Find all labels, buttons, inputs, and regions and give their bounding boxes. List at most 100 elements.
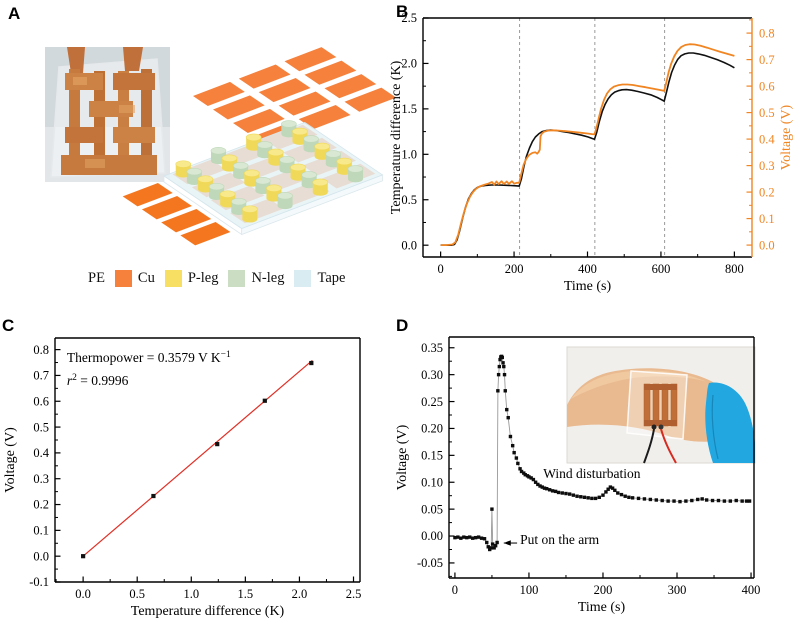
n-leg-cylinder <box>277 192 293 210</box>
panel-label-a: A <box>8 4 21 23</box>
n-leg-cylinder <box>347 165 364 183</box>
svg-text:0.8: 0.8 <box>33 343 49 357</box>
schematic-legend: PE Cu P-leg N-leg Tape <box>88 270 345 287</box>
chart-b-thermal-response: 0 200 400 600 800 0.0 0.5 1.0 1.5 2.0 2.5 0.0 0.1 0.2… <box>389 11 794 294</box>
p-leg-cylinder <box>314 142 330 160</box>
legend-label-tape: Tape <box>317 270 346 286</box>
y-axis-title: Temperature difference (K) <box>389 60 404 214</box>
svg-text:0.00: 0.00 <box>421 529 443 543</box>
electrode-pad <box>298 105 351 130</box>
p-leg-cylinder <box>197 175 214 193</box>
svg-text:0.5: 0.5 <box>129 587 145 601</box>
svg-text:0.5: 0.5 <box>33 420 49 434</box>
svg-text:200: 200 <box>594 583 613 597</box>
x-axis-title: Time (s) <box>578 600 626 615</box>
svg-text:0.35: 0.35 <box>421 341 443 355</box>
svg-text:0.6: 0.6 <box>759 79 775 93</box>
legend-label-cu: Cu <box>137 270 155 286</box>
y-axis-title: Voltage (V) <box>3 427 18 493</box>
svg-text:0.0: 0.0 <box>401 238 417 252</box>
copper-pads <box>61 73 157 175</box>
svg-text:-0.05: -0.05 <box>417 556 443 570</box>
svg-text:1.5: 1.5 <box>401 102 417 116</box>
series-linear-fit <box>82 359 313 557</box>
y-axis-title: Voltage (V) <box>395 424 410 490</box>
annotation-arrow <box>503 540 511 546</box>
svg-text:400: 400 <box>578 262 597 276</box>
svg-text:0.1: 0.1 <box>759 212 775 226</box>
svg-text:2.0: 2.0 <box>292 587 308 601</box>
svg-text:0.2: 0.2 <box>759 185 775 199</box>
svg-text:0.7: 0.7 <box>759 53 775 67</box>
svg-text:0.15: 0.15 <box>421 449 443 463</box>
n-leg-cylinder <box>256 141 273 159</box>
svg-text:-0.1: -0.1 <box>29 575 49 589</box>
chart-d-on-arm-test: 0 100 200 300 400 -0.05 0.00 0.05 0.10 0.15 0.20 0.… <box>395 336 761 615</box>
legend-label-p-leg: P-leg <box>187 270 219 286</box>
svg-text:0.3: 0.3 <box>33 472 49 486</box>
electrode-pad <box>284 47 337 72</box>
svg-text:0.4: 0.4 <box>759 132 775 146</box>
p-leg-cylinder <box>312 178 329 196</box>
svg-text:300: 300 <box>668 583 687 597</box>
svg-text:200: 200 <box>505 262 524 276</box>
svg-text:100: 100 <box>520 583 539 597</box>
electrode-pad <box>213 95 265 120</box>
arm-photo-inset <box>566 346 756 464</box>
svg-text:1.5: 1.5 <box>238 587 254 601</box>
svg-text:800: 800 <box>725 262 744 276</box>
svg-text:0.7: 0.7 <box>33 369 49 383</box>
svg-text:0.0: 0.0 <box>759 238 775 252</box>
electrode-pad <box>238 64 291 89</box>
svg-text:2.5: 2.5 <box>346 587 362 601</box>
x-axis-title: Temperature difference (K) <box>131 604 285 619</box>
electrode-pad <box>344 87 397 112</box>
electrode-pad <box>141 196 192 220</box>
legend-swatch-cu <box>114 270 132 287</box>
chart-c-thermopower-fit: 0.0 0.5 1.0 1.5 2.0 2.5 -0.1 0.0 0.1 0.2 0.3 0.4 0.5… <box>3 337 362 619</box>
electrode-pad <box>304 60 357 85</box>
svg-text:600: 600 <box>652 262 671 276</box>
svg-text:0.8: 0.8 <box>759 26 775 40</box>
svg-text:0.5: 0.5 <box>401 193 417 207</box>
x-axis-title: Time (s) <box>564 279 612 294</box>
svg-text:2.0: 2.0 <box>401 57 417 71</box>
annotation: Put on the arm <box>520 532 600 547</box>
series-voltage <box>440 43 735 247</box>
svg-text:0.10: 0.10 <box>421 475 443 489</box>
legend-label-n-leg: N-leg <box>251 270 285 286</box>
electrode-pad <box>258 78 311 103</box>
te-device-on-arm <box>643 383 678 427</box>
electrode-pad <box>180 222 231 246</box>
legend-label-pe: PE <box>88 270 105 286</box>
device-photo <box>45 47 170 182</box>
series-temperature-difference <box>440 52 735 246</box>
svg-text:0.3: 0.3 <box>759 159 775 173</box>
electrode-pad <box>233 108 285 133</box>
svg-text:0.0: 0.0 <box>75 587 91 601</box>
svg-text:0.0: 0.0 <box>33 549 49 563</box>
annotation: Thermopower = 0.3579 V K−1 <box>67 350 231 365</box>
svg-text:0.6: 0.6 <box>33 394 49 408</box>
svg-text:0.30: 0.30 <box>421 368 443 382</box>
svg-text:2.5: 2.5 <box>401 11 417 25</box>
svg-text:400: 400 <box>742 583 761 597</box>
copper-lead <box>123 47 143 71</box>
svg-text:0.1: 0.1 <box>33 524 49 538</box>
annotation: r2 = 0.9996 <box>67 373 129 388</box>
legend-swatch-n-leg <box>228 270 246 287</box>
electrode-pad <box>193 81 245 106</box>
electrode-pad <box>161 209 212 233</box>
y2-axis-title: Voltage (V) <box>779 104 794 170</box>
legend-swatch-p-leg <box>164 270 182 287</box>
panel-label-c: C <box>2 316 15 335</box>
black-wire <box>643 428 655 464</box>
svg-text:0.20: 0.20 <box>421 422 443 436</box>
svg-text:0.5: 0.5 <box>759 106 775 120</box>
red-wire <box>660 428 677 464</box>
svg-text:0.25: 0.25 <box>421 395 443 409</box>
electrode-pad <box>122 183 173 207</box>
svg-text:0: 0 <box>452 583 458 597</box>
svg-text:1.0: 1.0 <box>401 148 417 162</box>
